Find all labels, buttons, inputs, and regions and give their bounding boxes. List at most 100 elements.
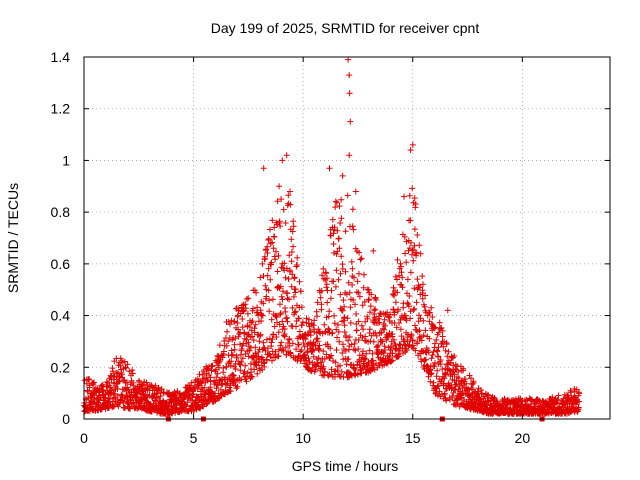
data-point bbox=[451, 353, 458, 359]
data-point bbox=[394, 276, 400, 283]
data-point bbox=[398, 333, 405, 340]
data-point bbox=[419, 295, 426, 302]
data-point bbox=[420, 281, 426, 288]
data-point bbox=[280, 206, 287, 213]
data-point bbox=[465, 385, 472, 392]
data-point bbox=[242, 362, 249, 369]
data-point bbox=[270, 331, 277, 338]
data-point bbox=[417, 315, 424, 322]
data-point bbox=[436, 319, 443, 326]
data-point bbox=[129, 370, 136, 377]
x-tick-label: 5 bbox=[190, 430, 198, 446]
data-point bbox=[336, 245, 343, 252]
data-point bbox=[203, 370, 210, 377]
data-point bbox=[267, 226, 273, 233]
data-point bbox=[323, 281, 330, 288]
data-point bbox=[346, 289, 353, 296]
data-point bbox=[213, 374, 220, 381]
data-point bbox=[413, 249, 420, 256]
data-point bbox=[272, 256, 279, 263]
data-point bbox=[279, 318, 286, 325]
data-point bbox=[171, 389, 178, 395]
data-point bbox=[311, 317, 318, 324]
data-point bbox=[414, 339, 421, 345]
data-point bbox=[244, 310, 251, 317]
data-point bbox=[288, 249, 295, 255]
data-point bbox=[401, 233, 408, 240]
data-point bbox=[246, 324, 253, 330]
data-point bbox=[233, 385, 240, 392]
data-point bbox=[290, 293, 297, 300]
data-point bbox=[318, 306, 325, 313]
data-point bbox=[372, 306, 379, 313]
data-point bbox=[288, 236, 295, 243]
data-point bbox=[260, 165, 267, 172]
data-point bbox=[275, 329, 282, 336]
data-point bbox=[333, 199, 340, 206]
data-point bbox=[568, 389, 575, 396]
data-point bbox=[351, 372, 358, 379]
data-point bbox=[257, 331, 264, 338]
data-point bbox=[310, 346, 317, 353]
data-point bbox=[314, 313, 320, 320]
data-point bbox=[258, 318, 265, 324]
data-point bbox=[264, 250, 271, 256]
data-point bbox=[259, 260, 266, 267]
data-point bbox=[245, 295, 252, 302]
data-point bbox=[364, 315, 371, 322]
data-point bbox=[302, 336, 309, 342]
data-point bbox=[288, 258, 295, 265]
data-point bbox=[394, 289, 401, 296]
data-point bbox=[368, 365, 375, 372]
data-point bbox=[214, 370, 221, 377]
data-point bbox=[413, 299, 420, 306]
data-point bbox=[293, 346, 300, 353]
data-point bbox=[237, 367, 244, 374]
data-point bbox=[398, 263, 405, 270]
data-point bbox=[332, 204, 339, 211]
data-point bbox=[130, 379, 137, 386]
data-point bbox=[320, 348, 327, 355]
data-point bbox=[342, 347, 349, 354]
y-tick-label: 0.8 bbox=[51, 204, 71, 220]
data-point bbox=[245, 353, 252, 360]
data-point bbox=[224, 328, 230, 335]
data-point bbox=[286, 296, 292, 303]
data-point bbox=[391, 309, 398, 316]
data-point bbox=[324, 299, 331, 306]
data-point bbox=[356, 249, 363, 256]
data-point bbox=[294, 262, 301, 268]
data-point bbox=[373, 332, 380, 339]
data-point bbox=[349, 281, 356, 288]
data-point bbox=[320, 265, 327, 272]
data-point bbox=[466, 372, 473, 379]
data-point bbox=[347, 304, 354, 311]
data-point bbox=[405, 343, 412, 350]
data-point bbox=[426, 335, 433, 342]
data-point bbox=[276, 183, 283, 190]
data-point bbox=[345, 56, 352, 63]
data-point bbox=[277, 283, 284, 290]
data-point bbox=[249, 318, 256, 325]
data-point bbox=[365, 360, 372, 367]
data-point bbox=[360, 284, 367, 291]
data-point bbox=[263, 246, 270, 253]
data-point bbox=[576, 390, 583, 397]
data-point bbox=[397, 326, 404, 333]
data-point bbox=[396, 320, 402, 326]
data-point bbox=[364, 366, 370, 373]
data-point bbox=[420, 332, 427, 339]
data-point bbox=[275, 252, 282, 259]
data-point bbox=[271, 323, 278, 330]
data-point bbox=[219, 354, 226, 361]
data-point bbox=[341, 303, 348, 310]
data-point bbox=[289, 304, 296, 311]
data-point bbox=[263, 293, 270, 300]
data-point bbox=[306, 316, 312, 323]
data-point bbox=[434, 367, 441, 374]
data-point bbox=[428, 370, 435, 377]
data-point bbox=[249, 373, 256, 380]
data-point bbox=[110, 404, 117, 410]
data-point bbox=[208, 388, 215, 395]
data-point bbox=[330, 230, 337, 237]
